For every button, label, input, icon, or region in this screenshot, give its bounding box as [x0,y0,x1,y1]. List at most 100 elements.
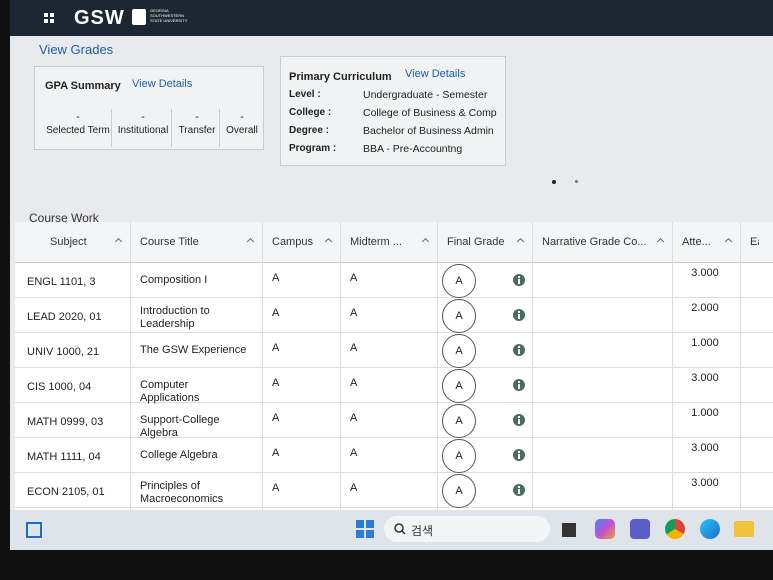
column-divider [532,222,533,510]
column-header[interactable]: Midterm ... [350,236,402,248]
column-header[interactable]: Ear... [750,236,759,248]
column-divider [672,222,673,510]
curriculum-value: Bachelor of Business Admin [363,125,494,137]
midterm-grade: A [350,271,358,284]
taskbar-icon[interactable] [700,519,720,539]
curriculum-view-details[interactable]: View Details [405,68,466,80]
column-header[interactable]: Campus [272,236,313,248]
gpa-value: - [240,111,244,123]
course-title: The GSW Experience [140,343,247,356]
menu-icon[interactable] [44,13,54,23]
info-glyph [518,275,520,278]
course-title: Support-College Algebra [140,413,220,439]
final-grade[interactable]: A [442,368,476,403]
midterm-grade: A [350,411,358,424]
final-grade[interactable]: A [442,438,476,473]
course-title: Principles of Macroeconomics [140,479,224,505]
info-glyph [518,383,520,389]
logo-emblem [132,9,146,25]
course-work-title: Course Work [29,211,99,225]
info-icon[interactable] [513,448,525,461]
final-grade[interactable]: A [442,298,476,333]
attempted-hours: 3.000 [691,267,719,279]
subject: ECON 2105, 01 [27,485,105,498]
attempted-hours: 2.000 [691,302,719,314]
gpa-summary-panel: GPA Summary View Details - Selected Term -… [34,66,264,150]
column-header[interactable]: Narrative Grade Co... [542,236,647,248]
info-glyph [518,313,520,319]
taskbar-icon[interactable] [665,519,685,539]
column-header[interactable]: Course Title [140,236,199,248]
curriculum-label: Program : [289,143,337,154]
gpa-label: Overall [226,125,258,136]
widgets-icon[interactable] [26,522,42,538]
screen: GSW GEORGIA SOUTHWESTERN STATE UNIVERSIT… [10,0,773,550]
table-header [15,222,773,263]
final-grade[interactable]: A [442,263,476,298]
info-icon[interactable] [513,273,525,286]
attempted-hours: 1.000 [691,337,719,349]
taskbar-icon[interactable] [595,519,615,539]
gpa-value: - [141,111,145,123]
info-glyph [518,485,520,488]
info-icon[interactable] [513,343,525,356]
final-grade[interactable]: A [442,473,476,508]
info-glyph [518,348,520,354]
start-icon[interactable] [356,520,374,538]
row-divider [15,507,773,508]
course-title: Computer Applications [140,378,200,404]
final-grade[interactable]: A [442,403,476,438]
row-divider [15,472,773,473]
attempted-hours: 3.000 [691,442,719,454]
midterm-grade: A [350,306,358,319]
taskbar: 검색 [10,510,773,550]
gpa-label: Institutional [117,125,169,136]
subject: LEAD 2020, 01 [27,310,102,323]
row-divider [15,367,773,368]
logo: GSW [74,7,125,29]
info-glyph [518,453,520,459]
subject: UNIV 1000, 21 [27,345,100,358]
curriculum-label: Degree : [289,125,330,136]
column-header[interactable]: Atte... [682,236,711,248]
taskbar-icon[interactable] [630,519,650,539]
column-header[interactable]: Subject [50,236,87,248]
course-table: Subject Course Title Campus Midterm ... Fina… [15,222,773,510]
row-divider [15,332,773,333]
dot [552,180,556,184]
search-box[interactable]: 검색 [384,516,550,542]
campus-grade: A [272,341,280,354]
info-glyph [518,415,520,418]
campus-grade: A [272,446,280,459]
gpa-view-details[interactable]: View Details [132,78,193,90]
dot [575,180,578,183]
info-glyph [518,345,520,348]
row-divider [15,402,773,403]
final-grade[interactable]: A [442,333,476,368]
column-divider [740,222,741,510]
taskbar-icon[interactable] [734,521,754,537]
column-header[interactable]: Final Grade [447,236,505,248]
midterm-grade: A [350,341,358,354]
midterm-grade: A [350,446,358,459]
campus-grade: A [272,411,280,424]
row-divider [15,437,773,438]
info-icon[interactable] [513,378,525,391]
info-icon[interactable] [513,413,525,426]
info-glyph [518,310,520,313]
curriculum-label: College : [289,107,332,118]
campus-grade: A [272,306,280,319]
taskbar-icon[interactable] [562,523,576,537]
gpa-title: GPA Summary [45,80,121,92]
gpa-divider [111,109,112,147]
campus-grade: A [272,481,280,494]
info-icon[interactable] [513,483,525,496]
column-divider [262,222,263,510]
logo-subtext: GEORGIA SOUTHWESTERN STATE UNIVERSITY [150,8,188,23]
info-glyph [518,488,520,494]
midterm-grade: A [350,376,358,389]
info-icon[interactable] [513,308,525,321]
curriculum-value: BBA - Pre-Accountng [363,143,463,155]
subject: CIS 1000, 04 [27,380,92,393]
